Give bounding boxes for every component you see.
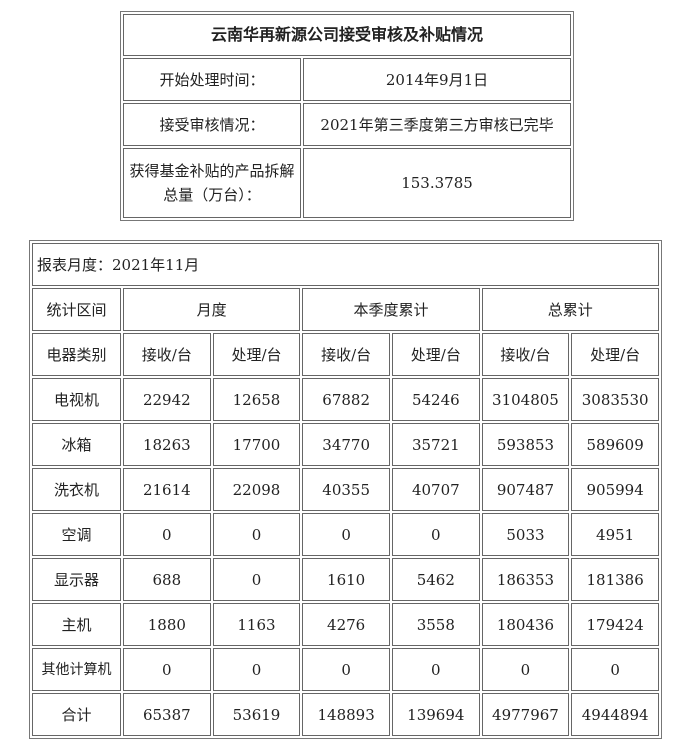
value-cell: 139694: [391, 693, 480, 736]
value-cell: 0: [123, 513, 211, 556]
value-cell: 1163: [212, 603, 301, 646]
category-cell: 主机: [32, 603, 121, 646]
value-cell: 17700: [212, 423, 301, 466]
value-cell: 186353: [481, 558, 570, 601]
value-cell: 1610: [302, 558, 390, 601]
value-cell: 3083530: [571, 378, 659, 421]
value-cell: 0: [212, 648, 301, 691]
header-monthly: 月度: [123, 288, 301, 331]
value-cell: 181386: [571, 558, 659, 601]
header-quarter: 本季度累计: [302, 288, 480, 331]
value-cell: 22098: [212, 468, 301, 511]
value-cell: 148893: [302, 693, 390, 736]
value-cell: 34770: [302, 423, 390, 466]
category-cell: 冰箱: [32, 423, 121, 466]
category-cell: 其他计算机: [32, 648, 121, 691]
value-cell: 4276: [302, 603, 390, 646]
subheader-cell: 处理/台: [391, 333, 480, 376]
subheader-cell: 处理/台: [212, 333, 301, 376]
value-cell: 179424: [571, 603, 659, 646]
report-table: 报表月度：2021年11月 统计区间 月度 本季度累计 总累计 电器类别 接收/台…: [29, 240, 662, 739]
subsidy-total-label: 获得基金补贴的产品拆解总量（万台）：: [123, 148, 301, 218]
value-cell: 0: [212, 513, 301, 556]
subheader-cell: 接收/台: [123, 333, 211, 376]
table-row: 主机 1880 1163 4276 3558 180436 179424: [32, 603, 659, 646]
value-cell: 907487: [481, 468, 570, 511]
table-row: 其他计算机 0 0 0 0 0 0: [32, 648, 659, 691]
category-cell: 空调: [32, 513, 121, 556]
summary-table: 云南华再新源公司接受审核及补贴情况 开始处理时间： 2014年9月1日 接受审核情…: [120, 11, 574, 221]
table-row: 合计 65387 53619 148893 139694 4977967 4944894: [32, 693, 659, 736]
value-cell: 0: [212, 558, 301, 601]
category-cell: 合计: [32, 693, 121, 736]
value-cell: 65387: [123, 693, 211, 736]
value-cell: 0: [302, 648, 390, 691]
audit-status-label: 接受审核情况：: [123, 103, 301, 146]
table-row: 洗衣机 21614 22098 40355 40707 907487 905994: [32, 468, 659, 511]
table-row: 空调 0 0 0 0 5033 4951: [32, 513, 659, 556]
value-cell: 4977967: [481, 693, 570, 736]
subheader-cell: 接收/台: [302, 333, 390, 376]
table-row: 电视机 22942 12658 67882 54246 3104805 3083530: [32, 378, 659, 421]
value-cell: 40707: [391, 468, 480, 511]
value-cell: 0: [481, 648, 570, 691]
header-total: 总累计: [481, 288, 659, 331]
category-cell: 电视机: [32, 378, 121, 421]
value-cell: 35721: [391, 423, 480, 466]
value-cell: 0: [391, 648, 480, 691]
value-cell: 12658: [212, 378, 301, 421]
value-cell: 5033: [481, 513, 570, 556]
value-cell: 593853: [481, 423, 570, 466]
value-cell: 53619: [212, 693, 301, 736]
value-cell: 0: [123, 648, 211, 691]
value-cell: 4951: [571, 513, 659, 556]
header-period: 统计区间: [32, 288, 121, 331]
report-month: 报表月度：2021年11月: [32, 243, 659, 286]
start-time-label: 开始处理时间：: [123, 58, 301, 101]
value-cell: 3104805: [481, 378, 570, 421]
value-cell: 180436: [481, 603, 570, 646]
audit-status-value: 2021年第三季度第三方审核已完毕: [303, 103, 571, 146]
value-cell: 0: [571, 648, 659, 691]
subheader-cell: 电器类别: [32, 333, 121, 376]
value-cell: 22942: [123, 378, 211, 421]
value-cell: 1880: [123, 603, 211, 646]
subheader-cell: 处理/台: [571, 333, 659, 376]
value-cell: 589609: [571, 423, 659, 466]
category-cell: 洗衣机: [32, 468, 121, 511]
start-time-value: 2014年9月1日: [303, 58, 571, 101]
value-cell: 21614: [123, 468, 211, 511]
value-cell: 0: [391, 513, 480, 556]
value-cell: 3558: [391, 603, 480, 646]
value-cell: 54246: [391, 378, 480, 421]
table-row: 显示器 688 0 1610 5462 186353 181386: [32, 558, 659, 601]
value-cell: 5462: [391, 558, 480, 601]
value-cell: 4944894: [571, 693, 659, 736]
value-cell: 18263: [123, 423, 211, 466]
value-cell: 67882: [302, 378, 390, 421]
summary-title: 云南华再新源公司接受审核及补贴情况: [123, 14, 571, 56]
category-cell: 显示器: [32, 558, 121, 601]
subsidy-total-value: 153.3785: [303, 148, 571, 218]
value-cell: 40355: [302, 468, 390, 511]
value-cell: 905994: [571, 468, 659, 511]
table-row: 冰箱 18263 17700 34770 35721 593853 589609: [32, 423, 659, 466]
value-cell: 0: [302, 513, 390, 556]
value-cell: 688: [123, 558, 211, 601]
subheader-cell: 接收/台: [481, 333, 570, 376]
